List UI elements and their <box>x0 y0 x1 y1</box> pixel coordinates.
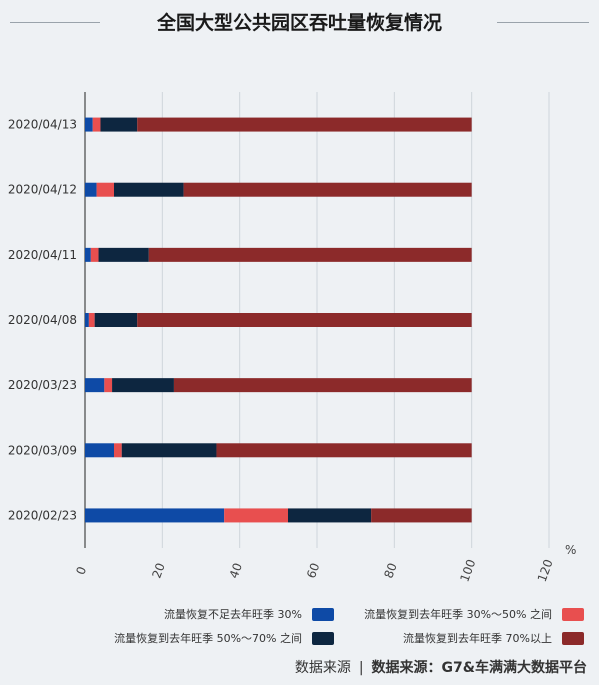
x-tick-label-40: 40 <box>227 561 245 580</box>
bar-3-series-2 <box>88 313 95 327</box>
bar-2-series-3 <box>98 247 149 262</box>
x-tick-label-120: 120 <box>535 557 556 583</box>
bar-3-series-4 <box>137 313 472 327</box>
y-tick-label-6: 2020/02/23 <box>8 508 77 522</box>
legend-item-4: 流量恢复到去年旺季 70%以上 <box>403 630 584 646</box>
bar-5-series-2 <box>114 443 122 458</box>
x-tick-label-0: 0 <box>73 565 89 577</box>
source-label: 数据来源 <box>294 660 351 676</box>
bar-4-series-3 <box>112 378 174 393</box>
y-tick-label-1: 2020/04/12 <box>8 183 77 197</box>
bar-3-series-3 <box>94 313 138 327</box>
x-axis-unit: % <box>565 543 576 557</box>
y-tick-label-2: 2020/04/11 <box>8 248 77 262</box>
bar-1-series-4 <box>183 182 472 197</box>
bar-4-series-1 <box>85 378 105 393</box>
x-tick-label-20: 20 <box>149 561 167 580</box>
data-source: 数据来源 | 数据来源：G7&车满满大数据平台 <box>295 657 587 677</box>
bar-6-series-2 <box>224 508 288 523</box>
bar-6-series-1 <box>85 508 225 523</box>
source-separator: | <box>358 660 364 676</box>
title-rule-right <box>497 22 589 23</box>
legend-swatch-4 <box>562 631 584 645</box>
x-tick-label-80: 80 <box>381 561 399 580</box>
legend-swatch-2 <box>562 607 584 621</box>
bar-2-series-1 <box>85 247 91 262</box>
legend-item-2: 流量恢复到去年旺季 30%～50% 之间 <box>364 606 584 622</box>
legend-item-3: 流量恢复到去年旺季 50%～70% 之间 <box>114 630 334 646</box>
bar-5-series-3 <box>121 443 217 458</box>
bar-6-series-4 <box>371 508 472 523</box>
y-tick-label-3: 2020/04/08 <box>8 313 77 327</box>
title-rule-left <box>10 22 100 23</box>
chart-title: 全国大型公共园区吞吐量恢复情况 <box>156 12 442 34</box>
legend-swatch-1 <box>312 607 334 621</box>
bar-2-series-2 <box>90 247 99 262</box>
source-text: 数据来源：G7&车满满大数据平台 <box>371 660 587 676</box>
bar-5-series-4 <box>216 443 472 458</box>
bar-6-series-3 <box>288 508 372 523</box>
legend-label-2: 流量恢复到去年旺季 30%～50% 之间 <box>364 608 552 621</box>
bar-1-series-3 <box>114 182 184 197</box>
bar-1-series-2 <box>96 182 114 197</box>
x-tick-label-100: 100 <box>457 557 478 583</box>
y-tick-label-4: 2020/03/23 <box>8 378 77 392</box>
y-tick-label-5: 2020/03/09 <box>8 443 77 457</box>
bar-5-series-1 <box>85 443 114 458</box>
bar-3-series-1 <box>85 313 89 327</box>
legend-label-1: 流量恢复不足去年旺季 30% <box>164 608 302 621</box>
bar-0-series-2 <box>92 117 101 132</box>
bar-0-series-4 <box>137 117 472 132</box>
bar-2-series-4 <box>148 247 472 262</box>
bar-1-series-1 <box>85 182 97 197</box>
bar-0-series-1 <box>85 117 93 132</box>
bar-4-series-4 <box>173 378 472 393</box>
legend-swatch-3 <box>312 631 334 645</box>
x-tick-label-60: 60 <box>304 561 322 580</box>
y-tick-label-0: 2020/04/13 <box>8 118 77 132</box>
legend-label-4: 流量恢复到去年旺季 70%以上 <box>403 632 552 645</box>
bar-4-series-2 <box>104 378 113 393</box>
bar-0-series-3 <box>100 117 138 132</box>
legend-label-3: 流量恢复到去年旺季 50%～70% 之间 <box>114 632 302 645</box>
legend-item-1: 流量恢复不足去年旺季 30% <box>164 606 334 622</box>
